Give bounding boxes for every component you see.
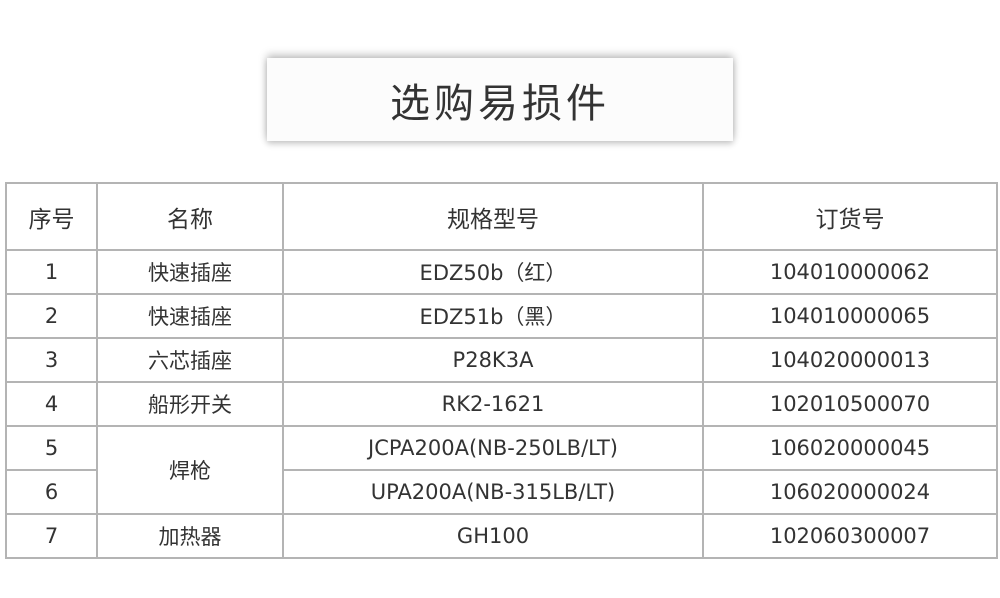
header-name: 名称 bbox=[96, 182, 284, 251]
cell-model: JCPA200A(NB-250LB/LT) bbox=[282, 425, 704, 471]
table-row: 1 快速插座 EDZ50b（红） 104010000062 bbox=[5, 249, 998, 295]
cell-order: 102010500070 bbox=[702, 381, 998, 427]
cell-model: RK2-1621 bbox=[282, 381, 704, 427]
page-title: 选购易损件 bbox=[390, 80, 610, 127]
table-row: 4 船形开关 RK2-1621 102010500070 bbox=[5, 381, 998, 427]
cell-order: 104010000062 bbox=[702, 249, 998, 295]
title-box: 选购易损件 bbox=[267, 58, 733, 141]
table-row: 5 焊枪 JCPA200A(NB-250LB/LT) 106020000045 bbox=[5, 425, 998, 515]
table-row: 2 快速插座 EDZ51b（黑） 104010000065 bbox=[5, 293, 998, 339]
cell-no: 6 bbox=[5, 469, 98, 515]
cell-model: EDZ51b（黑） bbox=[282, 293, 704, 339]
cell-model: P28K3A bbox=[282, 337, 704, 383]
table-row: 6 UPA200A(NB-315LB/LT) 106020000024 bbox=[5, 469, 998, 515]
cell-order: 102060300007 bbox=[702, 513, 998, 559]
table-header-row: 序号 名称 规格型号 订货号 bbox=[5, 182, 998, 251]
cell-model: EDZ50b（红） bbox=[282, 249, 704, 295]
cell-order: 106020000045 bbox=[702, 425, 998, 471]
cell-order: 104010000065 bbox=[702, 293, 998, 339]
cell-no: 2 bbox=[5, 293, 98, 339]
cell-no: 7 bbox=[5, 513, 98, 559]
cell-model: UPA200A(NB-315LB/LT) bbox=[282, 469, 704, 515]
header-order: 订货号 bbox=[702, 182, 998, 251]
cell-name-merged: 焊枪 bbox=[96, 425, 284, 515]
table-row: 7 加热器 GH100 102060300007 bbox=[5, 513, 998, 559]
cell-name: 六芯插座 bbox=[96, 337, 284, 383]
cell-name: 快速插座 bbox=[96, 293, 284, 339]
table-row: 3 六芯插座 P28K3A 104020000013 bbox=[5, 337, 998, 383]
cell-name: 加热器 bbox=[96, 513, 284, 559]
cell-name: 船形开关 bbox=[96, 381, 284, 427]
cell-no: 3 bbox=[5, 337, 98, 383]
spare-parts-table: 序号 名称 规格型号 订货号 1 快速插座 EDZ50b（红） 10401000… bbox=[5, 182, 998, 559]
cell-order: 106020000024 bbox=[702, 469, 998, 515]
cell-no: 1 bbox=[5, 249, 98, 295]
cell-no: 5 bbox=[5, 425, 98, 471]
cell-name: 快速插座 bbox=[96, 249, 284, 295]
header-model: 规格型号 bbox=[282, 182, 704, 251]
cell-order: 104020000013 bbox=[702, 337, 998, 383]
cell-no: 4 bbox=[5, 381, 98, 427]
cell-model: GH100 bbox=[282, 513, 704, 559]
header-no: 序号 bbox=[5, 182, 98, 251]
